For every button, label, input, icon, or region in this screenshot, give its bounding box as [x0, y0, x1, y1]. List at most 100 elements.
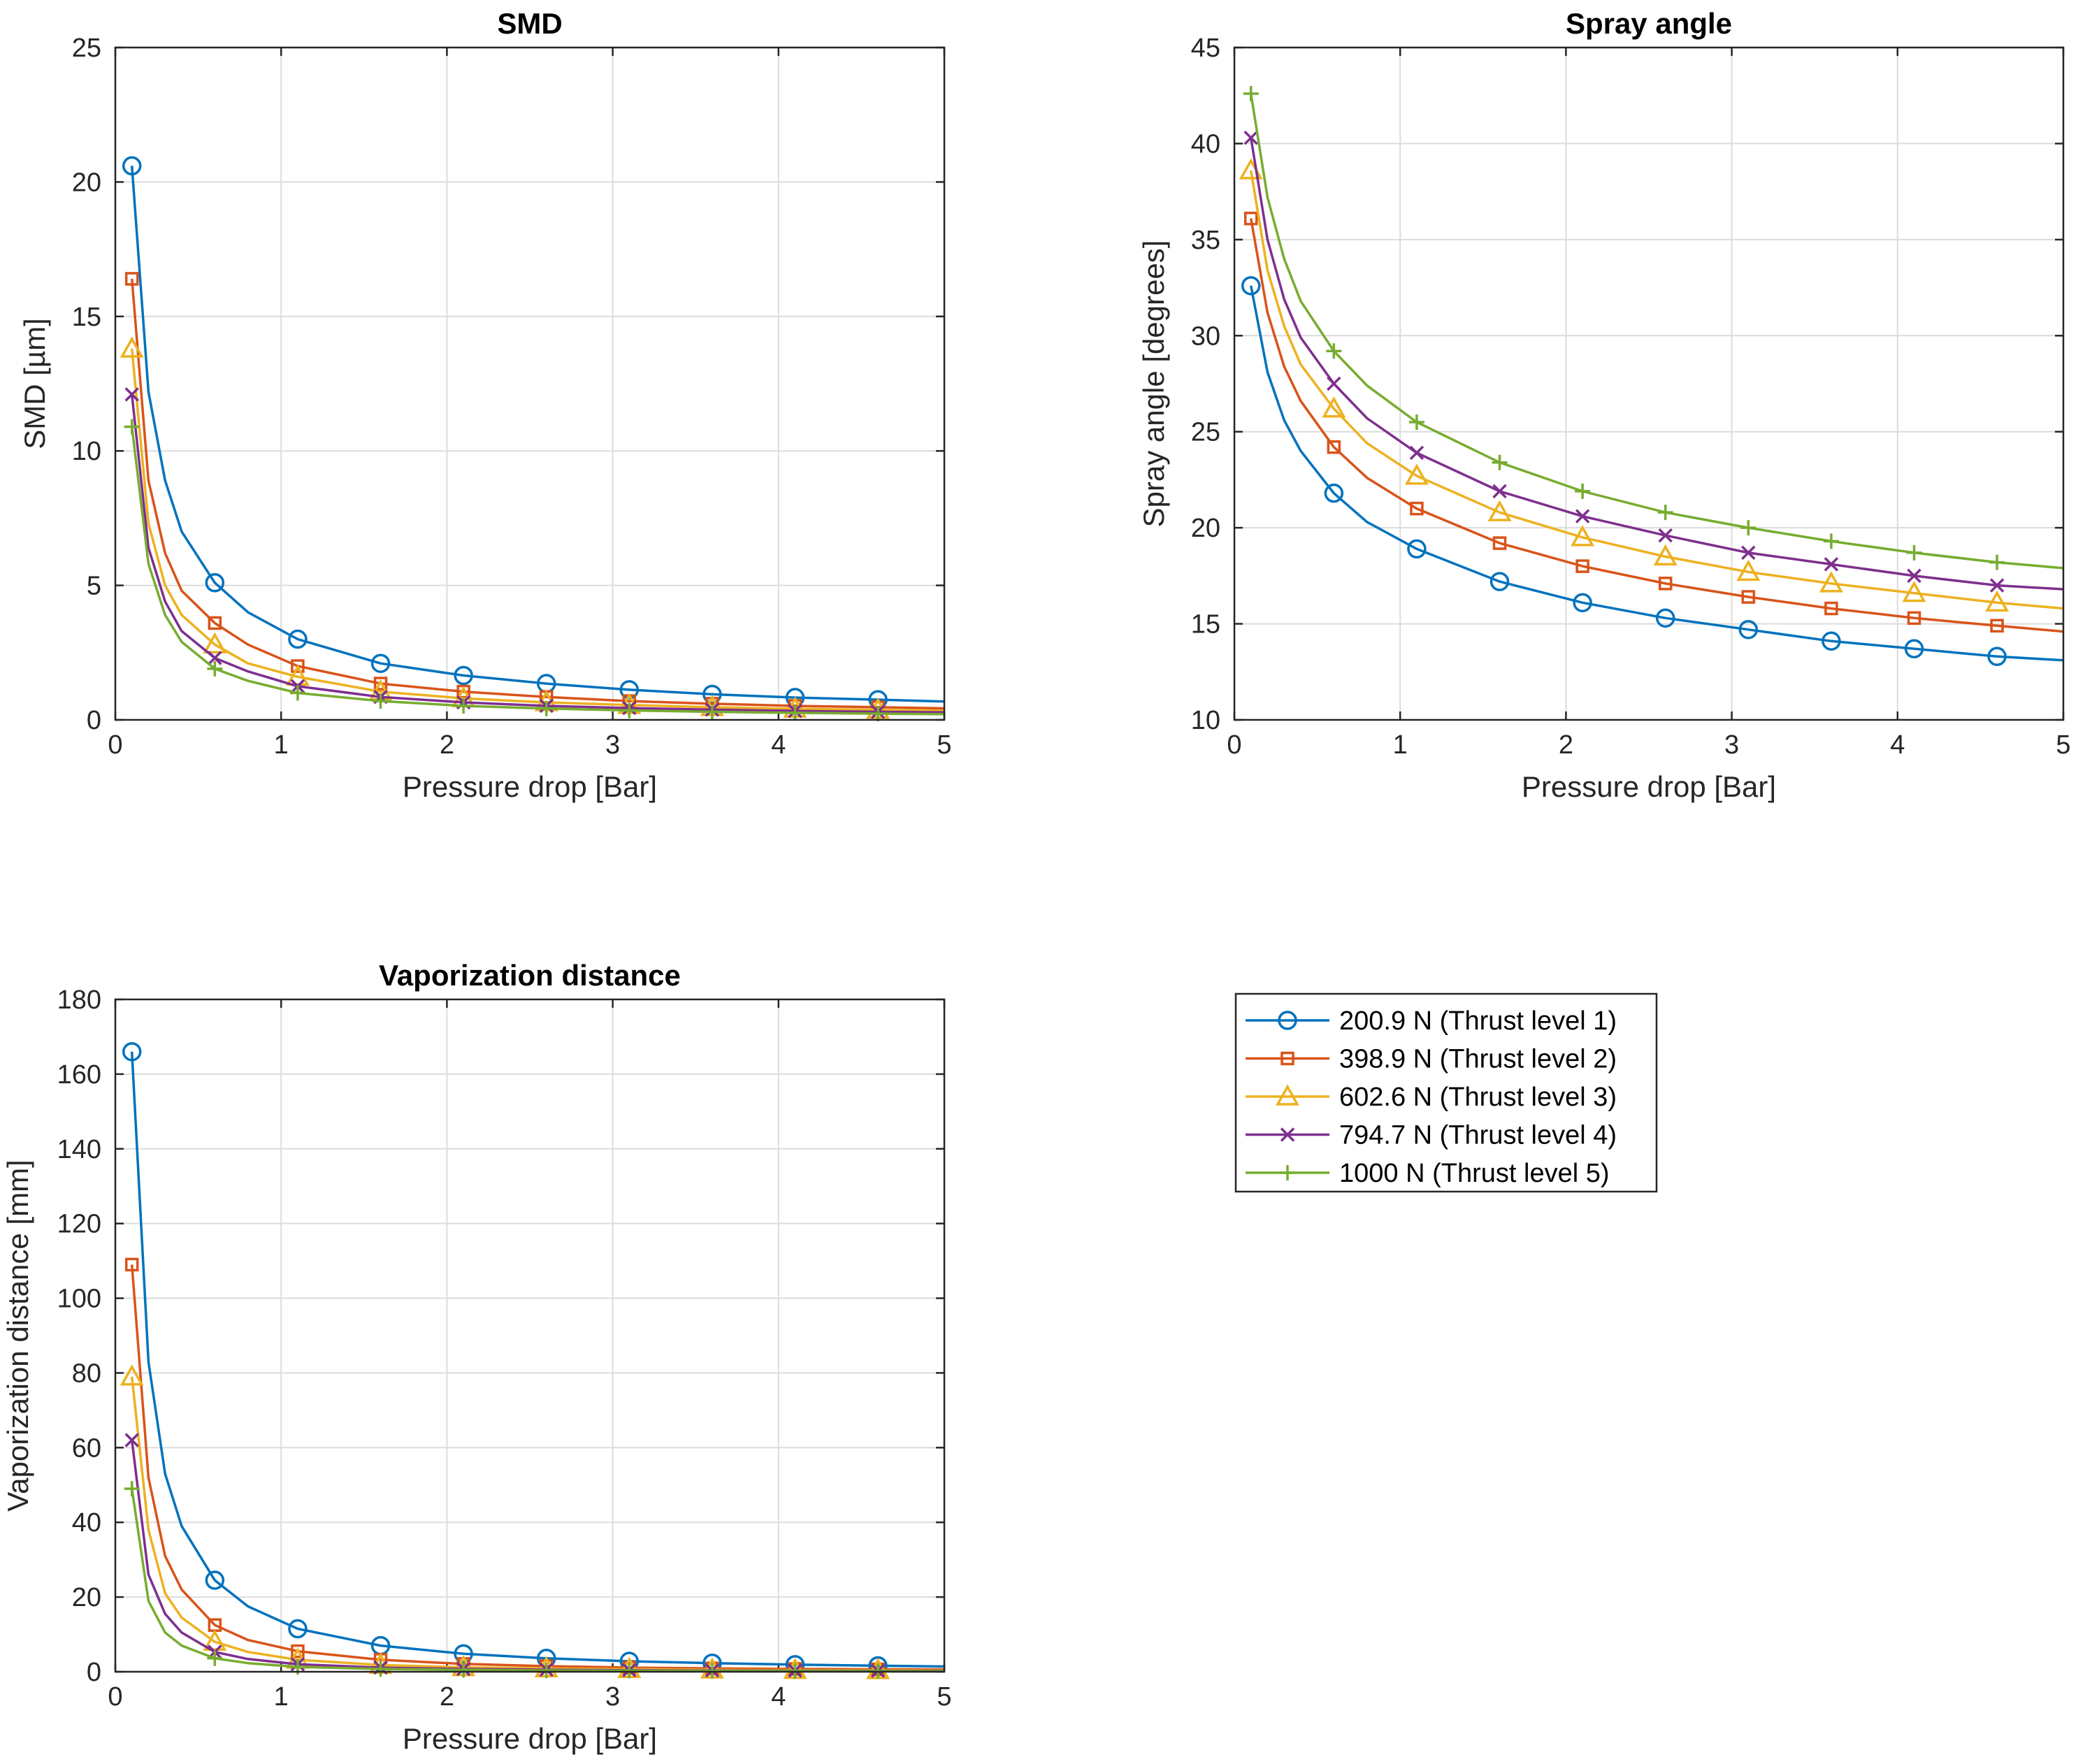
data-point — [1573, 593, 1592, 613]
y-tick-label: 10 — [1191, 706, 1220, 735]
data-point — [704, 704, 720, 720]
data-point — [122, 156, 142, 176]
data-point — [538, 1663, 554, 1679]
y-axis-label: Vaporization distance [mm] — [1, 1159, 34, 1511]
y-tick-label: 10 — [72, 437, 101, 466]
x-tick-label: 3 — [605, 730, 620, 760]
data-point — [1243, 85, 1259, 101]
y-tick-label: 0 — [87, 706, 101, 735]
data-point — [1404, 463, 1429, 485]
legend-label: 794.7 N (Thrust level 4) — [1339, 1121, 1617, 1150]
data-point — [203, 632, 227, 654]
data-point — [1741, 590, 1756, 604]
x-tick-label: 1 — [1393, 730, 1408, 760]
data-point — [207, 1650, 223, 1666]
data-point — [203, 1629, 227, 1651]
chart-smd: 0 1 2 3 4 5 0 5 10 15 20 25 SMD Pressure drop [Bar] SM… — [18, 7, 952, 803]
data-point — [454, 665, 473, 686]
data-point — [122, 1042, 142, 1062]
x-tick-label: 4 — [771, 730, 786, 760]
data-point — [291, 1644, 305, 1658]
data-point — [124, 387, 139, 402]
data-point — [1822, 631, 1841, 651]
series-line — [1249, 285, 2064, 662]
legend-entry-1: 200.9 N (Thrust level 1) — [1246, 1006, 1617, 1036]
y-tick-label: 15 — [72, 303, 101, 332]
x-tick-label: 3 — [1724, 730, 1739, 760]
y-tick-label: 20 — [72, 1583, 101, 1612]
x-axis-label: Pressure drop [Bar] — [403, 770, 657, 803]
series-line — [130, 348, 945, 712]
axes-frame — [114, 998, 946, 1673]
data-point — [1489, 572, 1510, 591]
y-tick-label: 60 — [72, 1433, 101, 1463]
data-point — [120, 1364, 144, 1386]
data-point — [1987, 646, 2007, 667]
data-point — [456, 697, 472, 714]
axes-frame — [114, 46, 946, 721]
series-line — [1249, 218, 2064, 633]
y-tick-label: 35 — [1191, 226, 1220, 255]
data-point — [1327, 376, 1341, 391]
x-tick-label: 4 — [1890, 730, 1905, 760]
x-tick-label: 5 — [937, 730, 951, 760]
x-axis-label: Pressure drop [Bar] — [403, 1722, 657, 1755]
x-tick-label: 3 — [605, 1682, 620, 1712]
data-point — [1407, 539, 1427, 559]
data-point — [208, 616, 222, 630]
data-point — [288, 629, 308, 649]
x-tick-label: 2 — [1559, 730, 1573, 760]
x-tick-label: 4 — [771, 1682, 786, 1712]
data-point — [1326, 343, 1342, 359]
y-tick-label: 180 — [57, 985, 101, 1015]
y-tick-label: 45 — [1191, 34, 1220, 63]
data-point — [289, 685, 305, 701]
plot-area — [115, 48, 944, 720]
legend-box — [1234, 992, 1658, 1193]
x-tick-label: 1 — [274, 730, 289, 760]
x-tick-label: 2 — [440, 1682, 454, 1712]
data-point — [1492, 454, 1508, 470]
chart-title: Spray angle — [1566, 7, 1732, 40]
data-point — [124, 1257, 139, 1272]
data-point — [1738, 620, 1759, 639]
data-point — [370, 653, 391, 673]
data-point — [1658, 528, 1673, 543]
legend-entry-4: 794.7 N (Thrust level 4) — [1246, 1121, 1617, 1150]
data-point — [124, 1481, 140, 1497]
data-point — [1990, 619, 2004, 633]
y-tick-label: 80 — [72, 1359, 101, 1388]
y-tick-label: 40 — [72, 1508, 101, 1538]
data-point — [1823, 533, 1839, 549]
data-point — [1819, 571, 1843, 593]
data-point — [1657, 505, 1673, 521]
y-tick-label: 20 — [1191, 514, 1220, 543]
data-point — [1575, 509, 1590, 523]
data-point — [1655, 608, 1675, 628]
data-point — [1571, 525, 1595, 547]
data-point — [373, 677, 388, 691]
data-point — [1736, 559, 1761, 581]
data-point — [1902, 581, 1926, 602]
data-point — [538, 700, 554, 716]
y-tick-label: 140 — [57, 1135, 101, 1164]
plot-area — [1234, 48, 2063, 720]
y-tick-label: 160 — [57, 1060, 101, 1090]
legend-entry-3: 602.6 N (Thrust level 3) — [1246, 1083, 1617, 1112]
data-point — [1243, 130, 1258, 145]
series-2 — [1243, 211, 2064, 633]
series-1 — [1241, 276, 2064, 667]
data-point — [621, 1663, 637, 1679]
data-point — [1243, 211, 1258, 226]
chart-vaporization-distance: 0 1 2 3 4 5 0 20 40 60 80 100 120 140 160 180 Vaporizati… — [1, 959, 952, 1755]
y-tick-label: 20 — [72, 168, 101, 197]
x-tick-label: 1 — [274, 1682, 289, 1712]
y-tick-label: 30 — [1191, 321, 1220, 351]
x-tick-label: 0 — [1227, 730, 1241, 760]
y-tick-label: 25 — [72, 34, 101, 63]
data-point — [373, 693, 389, 709]
data-point — [1907, 611, 1921, 626]
series-line — [130, 1051, 945, 1668]
